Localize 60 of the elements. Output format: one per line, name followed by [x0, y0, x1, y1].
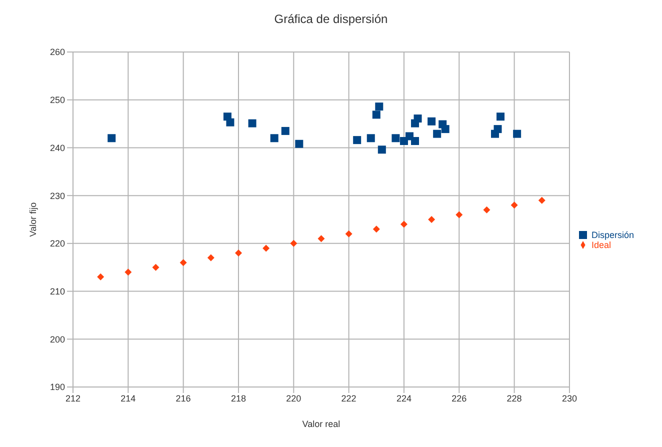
- point: [262, 244, 270, 252]
- point: [226, 118, 234, 126]
- point: [400, 220, 408, 228]
- point: [494, 125, 502, 134]
- x-tick-label: 216: [176, 393, 191, 404]
- x-axis-title: Valor real: [302, 419, 340, 429]
- legend-label: Dispersión: [591, 230, 634, 240]
- y-tick-label: 260: [50, 47, 65, 58]
- point: [428, 117, 436, 126]
- point: [510, 202, 518, 209]
- x-tick-label: 222: [341, 393, 356, 404]
- point: [366, 134, 375, 142]
- point: [496, 112, 505, 121]
- y-tick-label: 200: [50, 334, 65, 344]
- point: [124, 268, 132, 276]
- point: [152, 264, 160, 271]
- point: [392, 134, 400, 142]
- point: [207, 254, 214, 262]
- chart-title: Gráfica de dispersión: [273, 11, 389, 28]
- point: [353, 136, 362, 144]
- point: [414, 114, 422, 123]
- point: [180, 259, 187, 266]
- point: [411, 137, 420, 146]
- point: [372, 110, 380, 119]
- point: [345, 230, 352, 238]
- point: [513, 130, 522, 138]
- y-tick-label: 210: [50, 286, 65, 296]
- x-tick-label: 218: [230, 393, 246, 404]
- x-tick-label: 220: [286, 393, 302, 404]
- point: [378, 146, 386, 154]
- point: [428, 216, 436, 223]
- point: [318, 235, 325, 242]
- point: [281, 126, 290, 135]
- point: [97, 273, 104, 280]
- point: [375, 102, 384, 111]
- point: [483, 206, 490, 214]
- y-tick-label: 250: [50, 95, 65, 106]
- x-tick-label: 226: [452, 393, 467, 404]
- x-tick-label: 214: [120, 393, 136, 404]
- point: [270, 134, 278, 142]
- point: [248, 119, 256, 128]
- x-tick-label: 230: [562, 393, 577, 404]
- y-tick-label: 190: [50, 382, 65, 392]
- point: [290, 240, 298, 247]
- point: [433, 130, 442, 138]
- point: [441, 125, 450, 134]
- x-tick-label: 228: [506, 393, 522, 404]
- point: [108, 134, 116, 142]
- point: [372, 226, 380, 233]
- y-tick-label: 220: [50, 238, 65, 249]
- point: [295, 140, 304, 148]
- y-axis-title: Valor fijo: [28, 202, 38, 237]
- x-tick-label: 224: [396, 393, 412, 404]
- y-tick-label: 240: [50, 142, 65, 153]
- legend-label: Ideal: [591, 240, 611, 250]
- point: [538, 196, 546, 204]
- point: [456, 211, 463, 218]
- point: [234, 250, 242, 256]
- y-tick-label: 230: [50, 190, 65, 201]
- x-tick-label: 212: [65, 393, 81, 404]
